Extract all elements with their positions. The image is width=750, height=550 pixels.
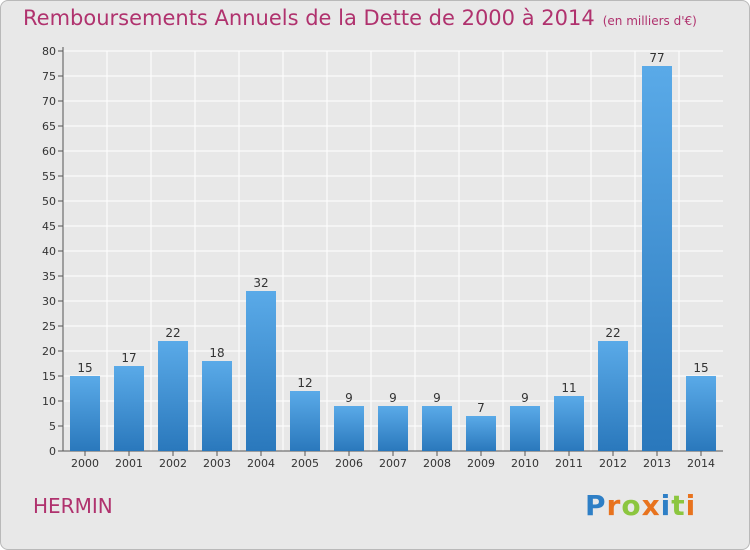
y-tick-label: 50 [42, 195, 56, 208]
bar [114, 366, 144, 451]
data-label: 17 [121, 351, 136, 365]
y-tick-label: 15 [42, 370, 56, 383]
proxiti-logo: Proxiti [585, 489, 697, 522]
chart-title-main: Remboursements Annuels de la Dette de 20… [23, 6, 595, 30]
y-tick-label: 55 [42, 170, 56, 183]
data-label: 9 [389, 391, 397, 405]
y-tick-label: 0 [49, 445, 56, 458]
bar [598, 341, 628, 451]
x-tick-label: 2002 [159, 457, 187, 470]
bar [158, 341, 188, 451]
x-tick-label: 2011 [555, 457, 583, 470]
y-tick-label: 65 [42, 120, 56, 133]
x-tick-label: 2004 [247, 457, 275, 470]
x-tick-label: 2007 [379, 457, 407, 470]
bars [70, 66, 716, 451]
data-label: 9 [345, 391, 353, 405]
y-tick-label: 20 [42, 345, 56, 358]
data-label: 15 [693, 361, 708, 375]
data-labels: 15 17 22 18 32 12 9 9 9 7 9 11 22 77 15 [77, 51, 708, 415]
data-label: 7 [477, 401, 485, 415]
x-tick-label: 2009 [467, 457, 495, 470]
bar [202, 361, 232, 451]
y-tick-label: 30 [42, 295, 56, 308]
x-tick-label: 2000 [71, 457, 99, 470]
commune-name: HERMIN [33, 494, 113, 518]
x-tick-label: 2001 [115, 457, 143, 470]
y-tick-label: 35 [42, 270, 56, 283]
y-tick-label: 40 [42, 245, 56, 258]
bar [422, 406, 452, 451]
data-label: 32 [253, 276, 268, 290]
y-tick-label: 60 [42, 145, 56, 158]
x-tick-label: 2014 [687, 457, 715, 470]
data-label: 77 [649, 51, 664, 65]
x-tick-label: 2013 [643, 457, 671, 470]
bar [510, 406, 540, 451]
bar [686, 376, 716, 451]
x-tick-label: 2006 [335, 457, 363, 470]
axes: 0 5 10 15 20 25 30 35 40 45 50 55 60 65 70 75 80 2000 2001… [42, 45, 723, 470]
data-label: 9 [521, 391, 529, 405]
chart-title: Remboursements Annuels de la Dette de 20… [23, 6, 697, 30]
bar [290, 391, 320, 451]
data-label: 18 [209, 346, 224, 360]
data-label: 12 [297, 376, 312, 390]
x-tick-label: 2010 [511, 457, 539, 470]
x-tick-label: 2008 [423, 457, 451, 470]
y-tick-label: 45 [42, 220, 56, 233]
bar [70, 376, 100, 451]
data-label: 22 [165, 326, 180, 340]
y-tick-label: 5 [49, 420, 56, 433]
y-tick-label: 75 [42, 70, 56, 83]
bar [378, 406, 408, 451]
chart-unit-note: (en milliers d'€) [602, 14, 697, 28]
y-tick-label: 25 [42, 320, 56, 333]
y-tick-label: 70 [42, 95, 56, 108]
x-tick-label: 2005 [291, 457, 319, 470]
bar [334, 406, 364, 451]
bar [466, 416, 496, 451]
bar [554, 396, 584, 451]
data-label: 9 [433, 391, 441, 405]
data-label: 22 [605, 326, 620, 340]
x-tick-label: 2003 [203, 457, 231, 470]
y-tick-label: 80 [42, 45, 56, 58]
x-tick-label: 2012 [599, 457, 627, 470]
data-label: 11 [561, 381, 576, 395]
bar [246, 291, 276, 451]
bar [642, 66, 672, 451]
data-label: 15 [77, 361, 92, 375]
y-tick-label: 10 [42, 395, 56, 408]
